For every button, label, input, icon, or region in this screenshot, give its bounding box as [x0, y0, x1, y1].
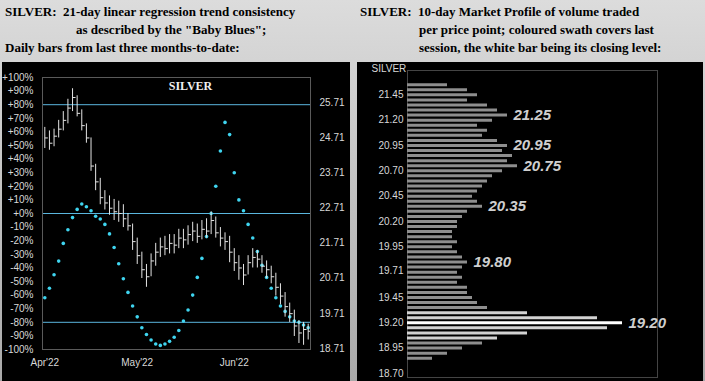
svg-text:Apr'22: Apr'22 [31, 357, 60, 368]
svg-text:-20%: -20% [10, 235, 33, 246]
svg-text:19.45: 19.45 [378, 292, 403, 303]
svg-text:20.35: 20.35 [488, 197, 527, 214]
svg-text:18.95: 18.95 [378, 342, 403, 353]
svg-text:-10%: -10% [10, 221, 33, 232]
svg-text:+40%: +40% [8, 153, 34, 164]
svg-text:20.95: 20.95 [378, 140, 403, 151]
svg-text:22.71: 22.71 [320, 202, 345, 213]
svg-text:21.20: 21.20 [378, 114, 403, 125]
svg-text:-70%: -70% [10, 303, 33, 314]
svg-text:20.45: 20.45 [378, 190, 403, 201]
svg-text:21.25: 21.25 [513, 106, 552, 123]
svg-text:+100%: +100% [2, 72, 34, 83]
svg-text:+80%: +80% [8, 99, 34, 110]
svg-text:+30%: +30% [8, 167, 34, 178]
svg-text:21.71: 21.71 [320, 237, 345, 248]
svg-text:-60%: -60% [10, 289, 33, 300]
svg-text:-30%: -30% [10, 249, 33, 260]
svg-text:19.80: 19.80 [474, 253, 512, 270]
svg-text:20.95: 20.95 [513, 136, 552, 153]
svg-text:Jun'22: Jun'22 [220, 357, 250, 368]
svg-text:20.75: 20.75 [523, 157, 562, 174]
svg-text:19.20: 19.20 [378, 317, 403, 328]
svg-text:19.71: 19.71 [320, 308, 345, 319]
svg-text:-80%: -80% [10, 317, 33, 328]
svg-text:+0%: +0% [13, 208, 33, 219]
html-text:session, the white bar being i: session, the white bar being its closing… [419, 40, 662, 55]
svg-text:SILVER: SILVER [169, 79, 213, 93]
svg-text:21.45: 21.45 [378, 89, 403, 100]
svg-text:+20%: +20% [8, 181, 34, 192]
svg-text:18.70: 18.70 [378, 368, 403, 379]
svg-text:19.95: 19.95 [378, 241, 403, 252]
svg-text:24.71: 24.71 [320, 132, 345, 143]
svg-text:+90%: +90% [8, 85, 34, 96]
svg-text:May'22: May'22 [121, 357, 153, 368]
html-text:SILVER: 21-day linear regressi: SILVER: 21-day linear regression trend c… [5, 4, 296, 19]
svg-text:20.20: 20.20 [378, 216, 403, 227]
svg-text:+50%: +50% [8, 140, 34, 151]
svg-text:18.71: 18.71 [320, 343, 345, 354]
svg-text:20.71: 20.71 [320, 272, 345, 283]
html-text:per price point; coloured swat: per price point; coloured swath covers l… [419, 22, 654, 37]
svg-text:+60%: +60% [8, 126, 34, 137]
svg-text:+10%: +10% [8, 194, 34, 205]
svg-text:20.70: 20.70 [378, 165, 403, 176]
svg-text:23.71: 23.71 [320, 167, 345, 178]
html-text:Daily bars from last three mon: Daily bars from last three months-to-dat… [5, 40, 240, 55]
svg-text:SILVER: SILVER [372, 63, 407, 74]
html-text:as described by the "Baby Blue: as described by the "Baby Blues"; [76, 22, 267, 37]
svg-text:25.71: 25.71 [320, 97, 345, 108]
svg-text:19.71: 19.71 [378, 265, 403, 276]
svg-text:-90%: -90% [10, 330, 33, 341]
svg-text:-100%: -100% [5, 344, 34, 355]
svg-text:19.20: 19.20 [629, 314, 667, 331]
svg-text:-50%: -50% [10, 276, 33, 287]
svg-text:-40%: -40% [10, 262, 33, 273]
html-text:SILVER: 10-day Market Profile: SILVER: 10-day Market Profile of volume … [360, 4, 640, 19]
svg-text:+70%: +70% [8, 113, 34, 124]
